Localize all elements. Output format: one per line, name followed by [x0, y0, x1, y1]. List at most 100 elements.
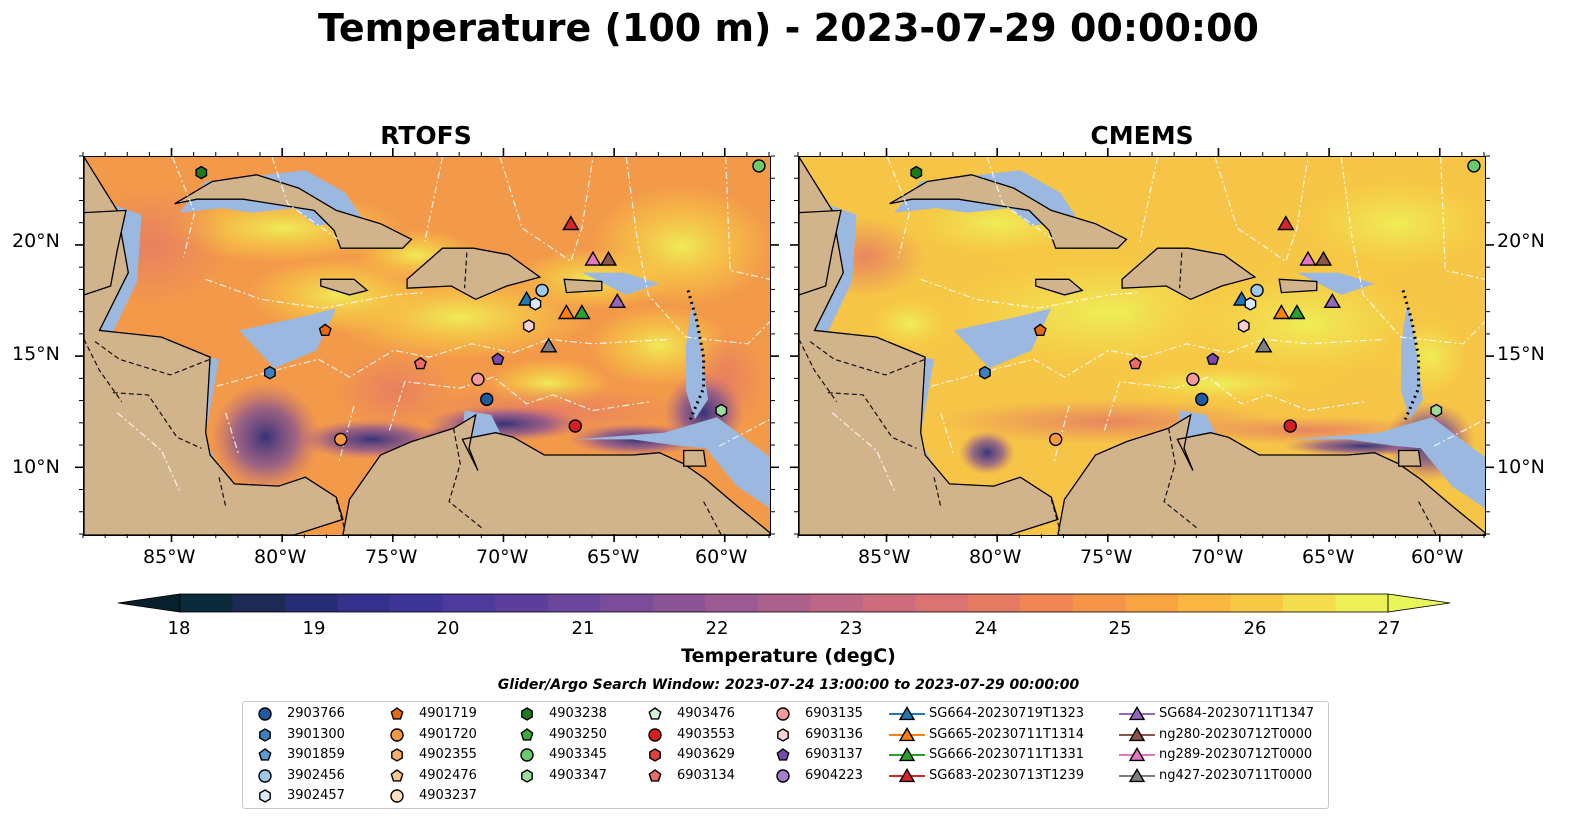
hispaniola-land	[1121, 247, 1257, 301]
shallow-shelf	[953, 308, 1052, 369]
country-border	[703, 501, 722, 535]
panel-title-rtofs: RTOFS	[380, 121, 472, 150]
colorbar-bin	[495, 594, 549, 612]
cuba-land	[174, 174, 413, 249]
legend-label: 6904223	[805, 767, 863, 783]
lon-label: 70°W	[1191, 546, 1244, 568]
eez-boundary	[1433, 418, 1485, 447]
central-america-land	[799, 157, 1059, 535]
platform-4903553	[568, 419, 582, 433]
figure-title: Temperature (100 m) - 2023-07-29 00:00:0…	[317, 6, 1259, 50]
eez-boundary	[920, 278, 1140, 309]
colorbar-bin	[1177, 594, 1232, 612]
country-border	[1163, 428, 1198, 529]
legend-label: 3902457	[287, 788, 345, 803]
legend-label: 4903250	[549, 726, 607, 742]
platform-ng280-20230712T0000	[599, 250, 618, 266]
trinidad-land	[683, 449, 707, 467]
colorbar-bin	[1072, 594, 1126, 612]
south-america-land	[342, 413, 770, 535]
shallow-shelf	[1290, 417, 1485, 509]
platform-4901719	[318, 323, 332, 336]
legend-marker	[520, 748, 534, 762]
colorbar-tick: 21	[571, 618, 595, 639]
lat-label: 10°N	[1497, 456, 1545, 478]
platform-3902456	[1250, 283, 1264, 298]
eez-boundary	[499, 157, 594, 263]
cmems-temperature-field	[799, 157, 1485, 535]
eez-boundary	[424, 157, 444, 242]
colorbar-tick: 23	[839, 618, 863, 639]
country-border	[809, 341, 926, 376]
hispaniola-land	[406, 247, 542, 301]
legend-marker	[258, 768, 272, 783]
lon-label: 60°W	[1411, 546, 1464, 568]
country-border	[84, 339, 123, 402]
cold-anomaly	[959, 430, 1016, 475]
legend-label: 4903553	[677, 726, 735, 742]
legend-label: SG683-20230713T1239	[929, 767, 1085, 783]
puerto-rico-land	[563, 278, 603, 294]
legend-label: ng289-20230712T0000	[1159, 747, 1313, 762]
legend-label: ng280-20230712T0000	[1159, 726, 1313, 742]
legend-marker	[521, 707, 533, 721]
legend-marker	[520, 727, 534, 741]
lon-label: 80°W	[254, 546, 307, 568]
platform-3901300	[264, 365, 276, 380]
lat-label: 10°N	[12, 456, 60, 478]
country-border	[1418, 501, 1437, 535]
eez-boundary	[337, 405, 355, 464]
eez-boundary	[1214, 157, 1309, 263]
shallow-shelf	[238, 308, 337, 369]
eez-boundary	[940, 412, 955, 456]
platform-6903136	[1237, 319, 1250, 333]
legend-marker	[649, 748, 661, 762]
lon-label: 75°W	[1080, 546, 1133, 568]
legend-label: SG666-20230711T1331	[929, 747, 1085, 762]
platform-SG683-20230713T1239	[1277, 215, 1295, 231]
platform-4901719	[1033, 323, 1047, 336]
colorbar-tick: 22	[705, 618, 729, 639]
legend-label: SG665-20230711T1314	[929, 726, 1085, 742]
legend-label: 4903476	[677, 706, 735, 721]
legend-label: 3901859	[287, 747, 345, 762]
shallow-shelf	[1296, 272, 1375, 295]
warm-anomaly	[1369, 297, 1485, 418]
platform-SG665-20230711T1314	[557, 304, 576, 320]
platform-6903137	[491, 352, 505, 365]
eez-boundary	[725, 157, 770, 280]
rtofs-map[interactable]	[83, 156, 771, 536]
country-border	[218, 477, 227, 507]
colorbar-bin	[1125, 594, 1179, 612]
country-border	[335, 499, 346, 531]
eez-boundary	[1139, 157, 1159, 242]
eez-boundary	[271, 157, 339, 240]
colorbar-bin	[1020, 594, 1074, 612]
platform-6903134	[413, 356, 427, 370]
legend-marker	[258, 707, 272, 721]
eez-boundary	[388, 376, 651, 431]
eez-boundary	[625, 157, 770, 345]
cmems-map[interactable]	[798, 156, 1486, 536]
jamaica-land	[1035, 278, 1084, 296]
platform-3902457	[529, 296, 542, 311]
colorbar-label: Temperature (degC)	[681, 645, 896, 667]
legend-marker	[521, 768, 533, 783]
platform-ng427-20230711T0000	[539, 337, 558, 353]
legend-marker	[258, 748, 272, 761]
colorbar-bin	[915, 594, 969, 612]
colorbar-bin	[1335, 594, 1389, 612]
legend-marker	[390, 707, 404, 720]
eez-boundary	[718, 418, 770, 447]
colorbar-tick: 20	[436, 618, 460, 639]
platform-6903135	[1186, 372, 1200, 387]
country-border	[1050, 499, 1061, 531]
legend-marker	[391, 748, 403, 762]
eez-boundary	[1052, 405, 1070, 464]
colorbar-bin	[652, 594, 706, 612]
eez-boundary	[831, 412, 895, 491]
platform-6903134	[1128, 356, 1142, 370]
country-border	[464, 252, 468, 289]
colorbar-tick: 24	[974, 618, 998, 639]
legend-marker	[1128, 726, 1146, 741]
